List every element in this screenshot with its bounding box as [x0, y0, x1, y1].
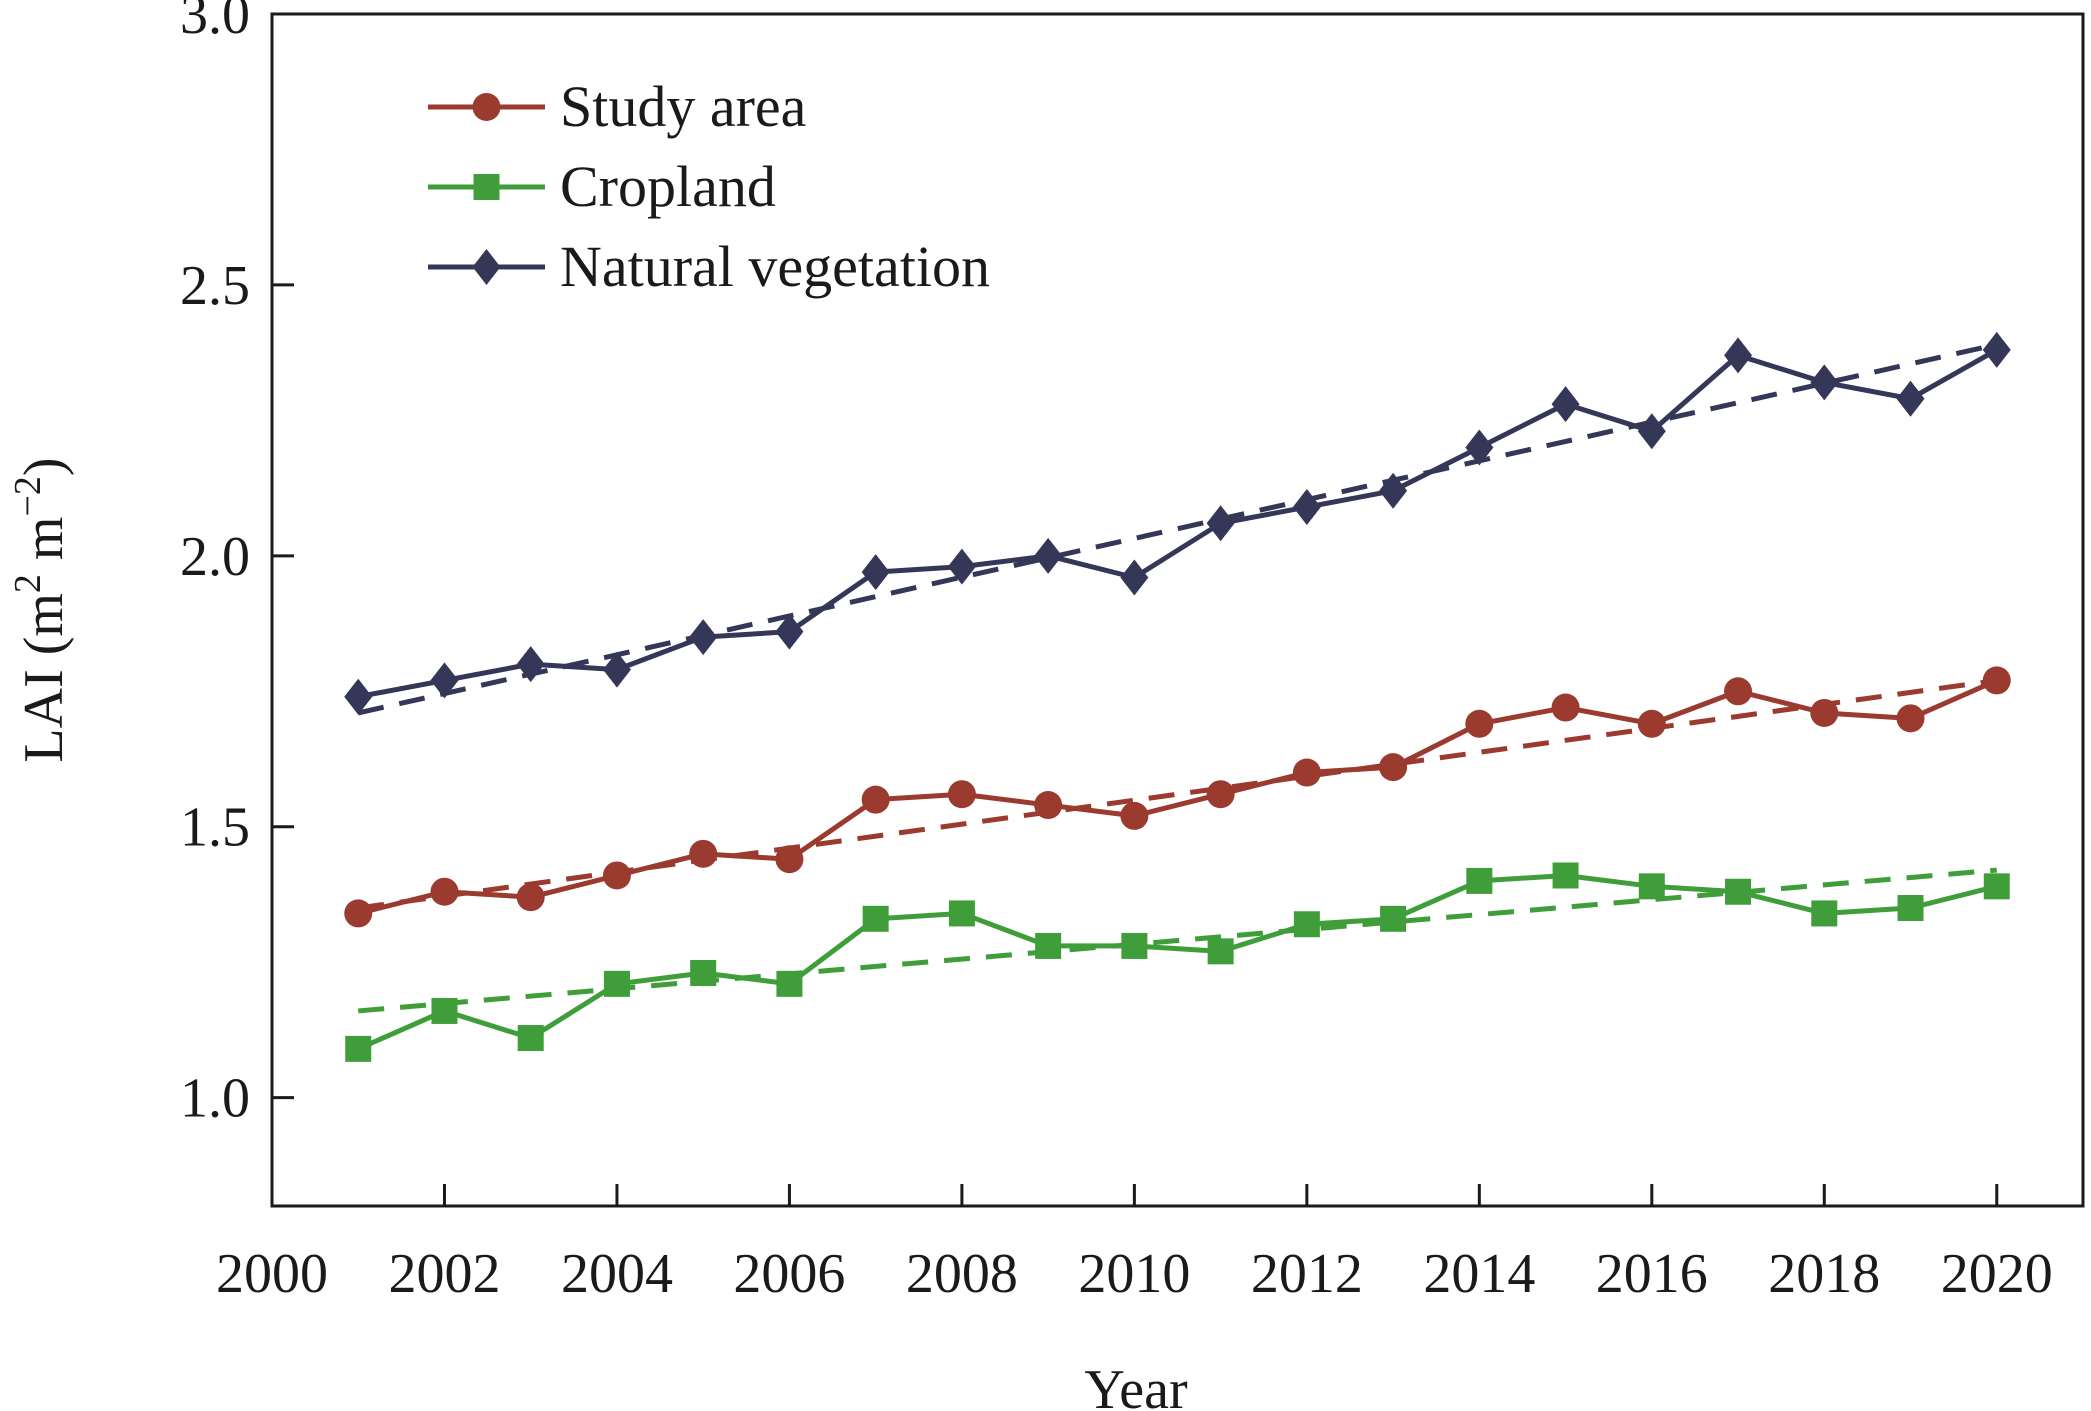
data-point: [1035, 932, 1062, 959]
x-tick-label: 2002: [388, 1243, 500, 1305]
y-tick-label: 2.5: [180, 255, 250, 317]
data-point: [345, 1035, 372, 1062]
data-point: [1810, 698, 1839, 727]
series-line: [357, 872, 1998, 1052]
data-point: [1207, 938, 1234, 965]
data-point: [1292, 758, 1321, 787]
data-point: [1810, 364, 1839, 401]
data-point: [516, 646, 545, 683]
data-point: [1551, 386, 1580, 423]
legend-marker: [473, 174, 500, 200]
data-point: [602, 861, 631, 890]
data-point: [1120, 801, 1149, 830]
data-point: [431, 997, 458, 1024]
x-tick-label: 2020: [1941, 1243, 2053, 1305]
data-point: [430, 662, 459, 699]
y-tick-label: 3.0: [180, 0, 250, 46]
x-tick-label: 2010: [1078, 1243, 1190, 1305]
data-point: [1034, 537, 1063, 574]
data-point: [1725, 878, 1752, 905]
data-point: [1206, 780, 1235, 809]
x-tick-label: 2004: [561, 1243, 673, 1305]
data-point: [516, 883, 545, 912]
data-point: [1982, 331, 2011, 368]
data-point: [775, 845, 804, 874]
data-point: [517, 1025, 544, 1052]
data-point: [1293, 911, 1320, 938]
y-axis-title: LAI (m2 m−2): [7, 457, 75, 762]
y-tick-label: 2.0: [180, 526, 250, 588]
data-point: [1982, 666, 2011, 695]
data-point: [1206, 505, 1235, 542]
data-point: [1811, 900, 1838, 927]
data-point: [689, 619, 718, 656]
legend-marker: [472, 249, 501, 285]
data-point: [1466, 867, 1493, 894]
x-tick-label: 2014: [1423, 1243, 1535, 1305]
data-point: [775, 613, 804, 650]
data-point: [1380, 905, 1407, 932]
legend: Study area Cropland Natural vegetation: [428, 74, 990, 299]
data-point: [603, 970, 630, 997]
trend-lines: [357, 342, 1998, 1014]
legend-label: Study area: [560, 74, 806, 139]
data-point: [1120, 559, 1149, 596]
series-group: [344, 331, 2011, 715]
data-point: [344, 678, 373, 715]
data-point: [1121, 932, 1148, 959]
data-point: [344, 899, 373, 928]
x-tick-label: 2008: [906, 1243, 1018, 1305]
trend-line: [357, 342, 1998, 716]
data-point: [1465, 429, 1494, 466]
data-point: [861, 554, 890, 591]
data-point: [1465, 709, 1494, 738]
data-point: [1379, 472, 1408, 509]
data-point: [602, 651, 631, 688]
trend-line: [358, 867, 1997, 1014]
data-point: [861, 785, 890, 814]
data-point: [1896, 380, 1925, 417]
data-point: [1637, 709, 1666, 738]
y-tick-label: 1.0: [180, 1068, 250, 1130]
data-point: [1552, 862, 1579, 889]
data-point: [1724, 337, 1753, 374]
data-point: [1896, 704, 1925, 733]
data-point: [689, 839, 718, 868]
x-axis-title: Year: [1084, 1359, 1188, 1411]
y-axis-ticks: 1.0 1.5 2.0 2.5 3.0: [180, 0, 294, 1130]
x-tick-label: 2016: [1596, 1243, 1708, 1305]
data-point: [1638, 873, 1665, 900]
data-point: [430, 877, 459, 906]
data-point: [1897, 895, 1924, 921]
data-point: [947, 548, 976, 585]
data-point: [862, 905, 889, 932]
series-group: [344, 666, 2011, 928]
plot-frame: [270, 12, 2085, 1208]
data-point: [947, 780, 976, 809]
data-point: [1292, 489, 1321, 526]
data-point: [948, 900, 975, 927]
series-line: [357, 347, 1998, 700]
x-tick-label: 2006: [733, 1243, 845, 1305]
data-point: [1034, 791, 1063, 820]
series-line: [357, 678, 1998, 916]
x-tick-label: 2012: [1251, 1243, 1363, 1305]
data-point: [1379, 753, 1408, 782]
legend-label: Natural vegetation: [560, 234, 990, 299]
series-group: [345, 862, 2010, 1062]
x-tick-label: 2000: [216, 1243, 328, 1305]
data-point: [690, 960, 717, 987]
x-axis-ticks: 2000 2002 2004 2006 2008 2010 2012 2014 2016 2018…: [216, 1184, 2053, 1305]
y-tick-label: 1.5: [180, 797, 250, 859]
data-point: [1637, 413, 1666, 450]
legend-label: Cropland: [560, 154, 776, 219]
data-point: [1983, 873, 2010, 900]
data-point: [1724, 677, 1753, 706]
series-lines: [344, 331, 2011, 1062]
legend-marker: [472, 93, 501, 121]
data-point: [776, 970, 803, 997]
data-point: [1551, 693, 1580, 722]
x-tick-label: 2018: [1768, 1243, 1880, 1305]
